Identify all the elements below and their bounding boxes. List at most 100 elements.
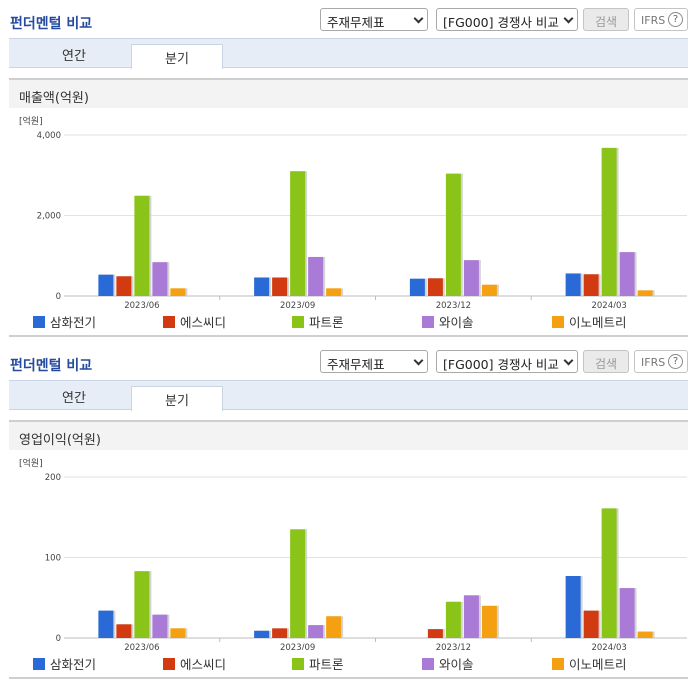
statement-select-value: 주재무제표 (327, 357, 385, 372)
bar-2023-12-s4[interactable] (481, 284, 497, 296)
legend-swatch (163, 316, 175, 328)
chevron-down-icon (413, 355, 424, 366)
chevron-down-icon (413, 13, 424, 24)
legend-item[interactable]: 이노메트리 (552, 312, 627, 331)
chart-subtitle: 영업이익(억원) (9, 420, 688, 450)
bar-2024-03-s0[interactable] (565, 273, 581, 296)
help-icon: ? (668, 12, 683, 27)
bar-2024-03-s4[interactable] (637, 290, 653, 296)
ifrs-label: IFRS (641, 356, 666, 369)
legend-swatch (33, 316, 45, 328)
legend-swatch (292, 316, 304, 328)
bar-2024-03-s0[interactable] (565, 576, 581, 638)
legend-swatch (422, 658, 434, 670)
peer-group-select[interactable]: [FG000] 경쟁사 비교 (436, 350, 578, 373)
x-tick-label: 2023/12 (436, 643, 471, 650)
bar-2023-06-s2[interactable] (134, 195, 150, 296)
statement-select[interactable]: 주재무제표 (320, 8, 428, 31)
bar-2023-06-s0[interactable] (98, 274, 114, 296)
bar-2024-03-s2[interactable] (601, 147, 617, 296)
bar-2023-06-s1[interactable] (116, 276, 132, 296)
tab-quarterly[interactable]: 분기 (131, 386, 223, 411)
chevron-down-icon (563, 355, 574, 366)
bar-2023-09-s4[interactable] (326, 616, 342, 638)
bar-2023-09-s0[interactable] (254, 630, 270, 638)
bar-2023-09-s1[interactable] (272, 277, 288, 296)
bar-2024-03-s4[interactable] (637, 631, 653, 638)
legend-item[interactable]: 파트론 (292, 654, 344, 673)
legend-label: 에스씨디 (180, 315, 227, 330)
bar-2023-06-s2[interactable] (134, 571, 150, 638)
legend-label: 에스씨디 (180, 657, 227, 672)
bar-2023-12-s3[interactable] (463, 260, 479, 296)
statement-select-value: 주재무제표 (327, 15, 385, 30)
x-tick-label: 2024/03 (591, 301, 626, 308)
bar-2023-12-s2[interactable] (445, 173, 461, 296)
chart-box: 영업이익(억원) [억원] 0 100 200 2023/06 2023/09 2023/1… (9, 420, 688, 680)
legend-item[interactable]: 에스씨디 (163, 654, 226, 673)
peer-group-select-value: [FG000] 경쟁사 비교 (443, 357, 559, 372)
chart-legend: 삼화전기 에스씨디 파트론 와이솔 이노메트리 (9, 312, 688, 332)
bar-2023-06-s4[interactable] (170, 288, 186, 296)
ifrs-button[interactable]: IFRS ? (634, 350, 688, 373)
legend-item[interactable]: 삼화전기 (33, 654, 96, 673)
bar-2024-03-s2[interactable] (601, 508, 617, 638)
x-tick-label: 2023/06 (124, 643, 159, 650)
legend-swatch (163, 658, 175, 670)
y-tick-label: 100 (45, 554, 61, 564)
legend-label: 삼화전기 (50, 315, 97, 330)
bar-2023-09-s3[interactable] (308, 256, 324, 296)
legend-label: 이노메트리 (569, 315, 627, 330)
revenue-bar-chart: [억원] 0 2,000 4,000 2023/06 2023/09 2023/12 2024… (19, 115, 687, 308)
bar-2023-06-s4[interactable] (170, 628, 186, 638)
legend-swatch (552, 658, 564, 670)
legend-label: 파트론 (309, 657, 344, 672)
chevron-down-icon (563, 13, 574, 24)
legend-label: 이노메트리 (569, 657, 627, 672)
bar-2023-09-s1[interactable] (272, 628, 288, 638)
ifrs-button[interactable]: IFRS ? (634, 8, 688, 31)
y-unit-label: [억원] (19, 457, 43, 469)
bar-2024-03-s1[interactable] (583, 274, 599, 296)
bar-2023-12-s4[interactable] (481, 605, 497, 638)
x-tick-label: 2023/06 (124, 301, 159, 308)
legend-item[interactable]: 삼화전기 (33, 312, 96, 331)
bar-2023-06-s1[interactable] (116, 624, 132, 638)
bar-2023-09-s2[interactable] (290, 529, 306, 638)
legend-item[interactable]: 이노메트리 (552, 654, 627, 673)
bar-2023-12-s0[interactable] (409, 278, 425, 296)
tab-quarterly[interactable]: 분기 (131, 44, 223, 69)
bar-2023-06-s3[interactable] (152, 614, 168, 638)
tab-annual[interactable]: 연간 (62, 49, 86, 64)
bar-2023-12-s1[interactable] (427, 629, 443, 638)
legend-item[interactable]: 파트론 (292, 312, 344, 331)
bar-2024-03-s3[interactable] (619, 252, 635, 296)
legend-item[interactable]: 에스씨디 (163, 312, 226, 331)
panel-header: 펀더멘털 비교 주재무제표 [FG000] 경쟁사 비교 검색 IFRS ? (0, 0, 696, 38)
legend-swatch (422, 316, 434, 328)
bar-2023-09-s4[interactable] (326, 288, 342, 296)
bar-2023-09-s2[interactable] (290, 171, 306, 296)
legend-swatch (552, 316, 564, 328)
bar-2024-03-s1[interactable] (583, 610, 599, 638)
bar-2023-12-s3[interactable] (463, 595, 479, 638)
search-button[interactable]: 검색 (583, 8, 629, 31)
legend-item[interactable]: 와이솔 (422, 312, 474, 331)
legend-item[interactable]: 와이솔 (422, 654, 474, 673)
bar-2023-12-s1[interactable] (427, 278, 443, 296)
divider (9, 677, 688, 679)
bar-2023-09-s0[interactable] (254, 277, 270, 296)
panel-title: 펀더멘털 비교 (10, 358, 93, 374)
statement-select[interactable]: 주재무제표 (320, 350, 428, 373)
legend-label: 파트론 (309, 315, 344, 330)
bar-2023-09-s3[interactable] (308, 625, 324, 638)
peer-group-select[interactable]: [FG000] 경쟁사 비교 (436, 8, 578, 31)
y-tick-label: 0 (56, 292, 61, 302)
bar-2023-12-s2[interactable] (445, 601, 461, 638)
bar-2023-06-s3[interactable] (152, 262, 168, 296)
legend-swatch (33, 658, 45, 670)
tab-annual[interactable]: 연간 (62, 391, 86, 406)
search-button[interactable]: 검색 (583, 350, 629, 373)
bar-2024-03-s3[interactable] (619, 588, 635, 638)
bar-2023-06-s0[interactable] (98, 610, 114, 638)
